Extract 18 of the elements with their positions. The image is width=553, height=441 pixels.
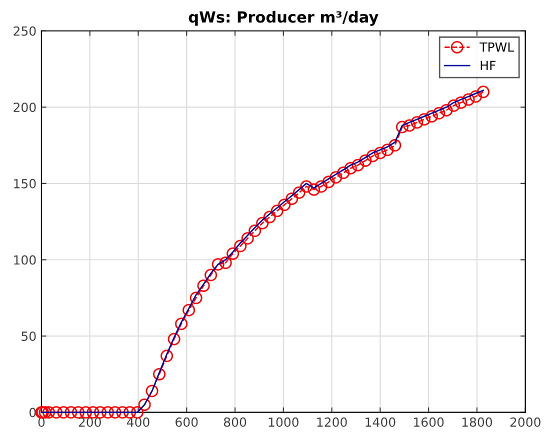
x-tick-label: 800	[224, 417, 246, 427]
legend-label: TPWL	[480, 42, 514, 52]
y-tick-label: 100	[14, 255, 36, 265]
y-tick-label: 50	[22, 332, 36, 341]
x-tick-label: 1600	[414, 417, 444, 427]
x-tick-label: 400	[126, 417, 150, 427]
x-tick-label: 1200	[317, 417, 347, 427]
x-tick-label: 1000	[268, 417, 298, 427]
x-tick-label: 600	[176, 417, 198, 427]
y-tick-label: 150	[14, 178, 36, 188]
x-tick-label: 1800	[462, 417, 492, 427]
x-tick-label: 1400	[366, 417, 396, 427]
y-tick-label: 250	[14, 26, 36, 36]
x-tick-label: 2000	[510, 417, 540, 427]
x-tick-label: 200	[78, 417, 101, 427]
chart-title: qWs: Producer m³/day	[188, 10, 378, 26]
legend-label: HF	[480, 60, 496, 70]
y-tick-label: 200	[14, 102, 36, 112]
